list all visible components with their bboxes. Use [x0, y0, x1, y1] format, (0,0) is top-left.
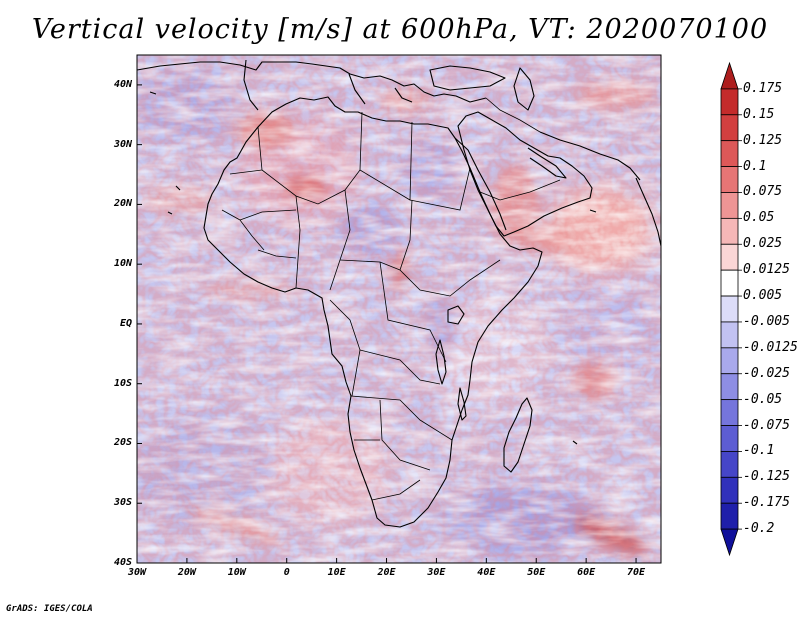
x-tick-label: 0	[283, 567, 290, 578]
colorbar-level-label: -0.025	[743, 365, 790, 381]
grads-credit: GrADS: IGES/COLA	[6, 604, 93, 614]
map-title: Vertical velocity [m/s] at 600hPa, VT: 2…	[31, 14, 769, 45]
colorbar-swatch	[720, 166, 739, 193]
colorbar-swatch	[720, 88, 739, 116]
colorbar-swatch	[720, 528, 739, 557]
colorbar-level-label: 0.075	[743, 184, 783, 200]
x-tick-label: 40E	[477, 567, 496, 578]
colorbar-swatch	[720, 192, 739, 219]
colorbar-level-label: -0.075	[743, 417, 790, 433]
colorbar-swatch	[720, 295, 739, 323]
x-tick-label: 30W	[127, 567, 147, 578]
y-tick-label: EQ	[119, 317, 132, 329]
x-tick-label: 10E	[327, 567, 346, 578]
colorbar-swatch	[720, 476, 739, 504]
colorbar-level-label: 0.005	[743, 288, 783, 304]
colorbar-swatch	[720, 61, 739, 90]
y-tick-label: 30N	[113, 138, 132, 150]
plot-frame	[136, 54, 662, 564]
y-tick-label: 20N	[113, 198, 132, 210]
colorbar-level-label: -0.2	[743, 521, 775, 537]
y-tick-label: 30S	[113, 497, 132, 509]
x-tick-label: 50E	[527, 567, 546, 578]
colorbar-level-label: -0.05	[743, 391, 783, 407]
colorbar-level-label: -0.125	[743, 469, 790, 485]
y-tick-label: 10S	[113, 377, 132, 389]
colorbar-level-label: 0.05	[743, 210, 775, 226]
colorbar-swatch	[720, 269, 739, 297]
colorbar-swatch	[720, 425, 739, 452]
colorbar-swatch	[720, 502, 739, 530]
colorbar-level-label: -0.1	[743, 443, 775, 459]
colorbar-swatch	[720, 140, 739, 167]
colorbar-swatch	[720, 451, 739, 478]
colorbar-level-label: 0.15	[743, 106, 775, 122]
y-tick-label: 40S	[113, 557, 132, 568]
colorbar-level-label: -0.005	[743, 313, 790, 329]
country-borders	[221, 97, 561, 501]
colorbar-level-label: -0.0125	[743, 339, 798, 355]
y-tick-label: 10N	[113, 258, 132, 270]
x-tick-label: 20W	[177, 567, 196, 578]
y-tick-label: 20S	[113, 437, 132, 449]
colorbar-level-label: 0.1	[743, 158, 767, 174]
colorbar-swatch	[720, 243, 739, 271]
x-tick-label: 10W	[227, 567, 246, 578]
colorbar-level-label: 0.125	[743, 132, 783, 148]
colorbar-swatch	[720, 114, 739, 142]
colorbar-level-label: 0.025	[743, 236, 783, 252]
x-tick-label: 30E	[427, 567, 446, 578]
colorbar	[720, 61, 742, 557]
vertical-velocity-field	[137, 55, 661, 563]
colorbar-level-label: 0.0125	[743, 262, 790, 278]
colorbar-swatch	[720, 373, 739, 401]
x-tick-label: 60E	[577, 567, 596, 578]
colorbar-level-label: 0.175	[743, 80, 783, 96]
x-tick-label: 70E	[627, 567, 646, 578]
colorbar-swatch	[720, 321, 739, 349]
colorbar-swatch	[720, 399, 739, 426]
colorbar-swatch	[720, 347, 739, 375]
x-tick-label: 20E	[377, 567, 396, 578]
colorbar-swatch	[720, 217, 739, 245]
y-tick-label: 40N	[113, 78, 132, 90]
colorbar-level-label: -0.175	[743, 495, 790, 511]
axis-tick-marks	[136, 84, 637, 564]
